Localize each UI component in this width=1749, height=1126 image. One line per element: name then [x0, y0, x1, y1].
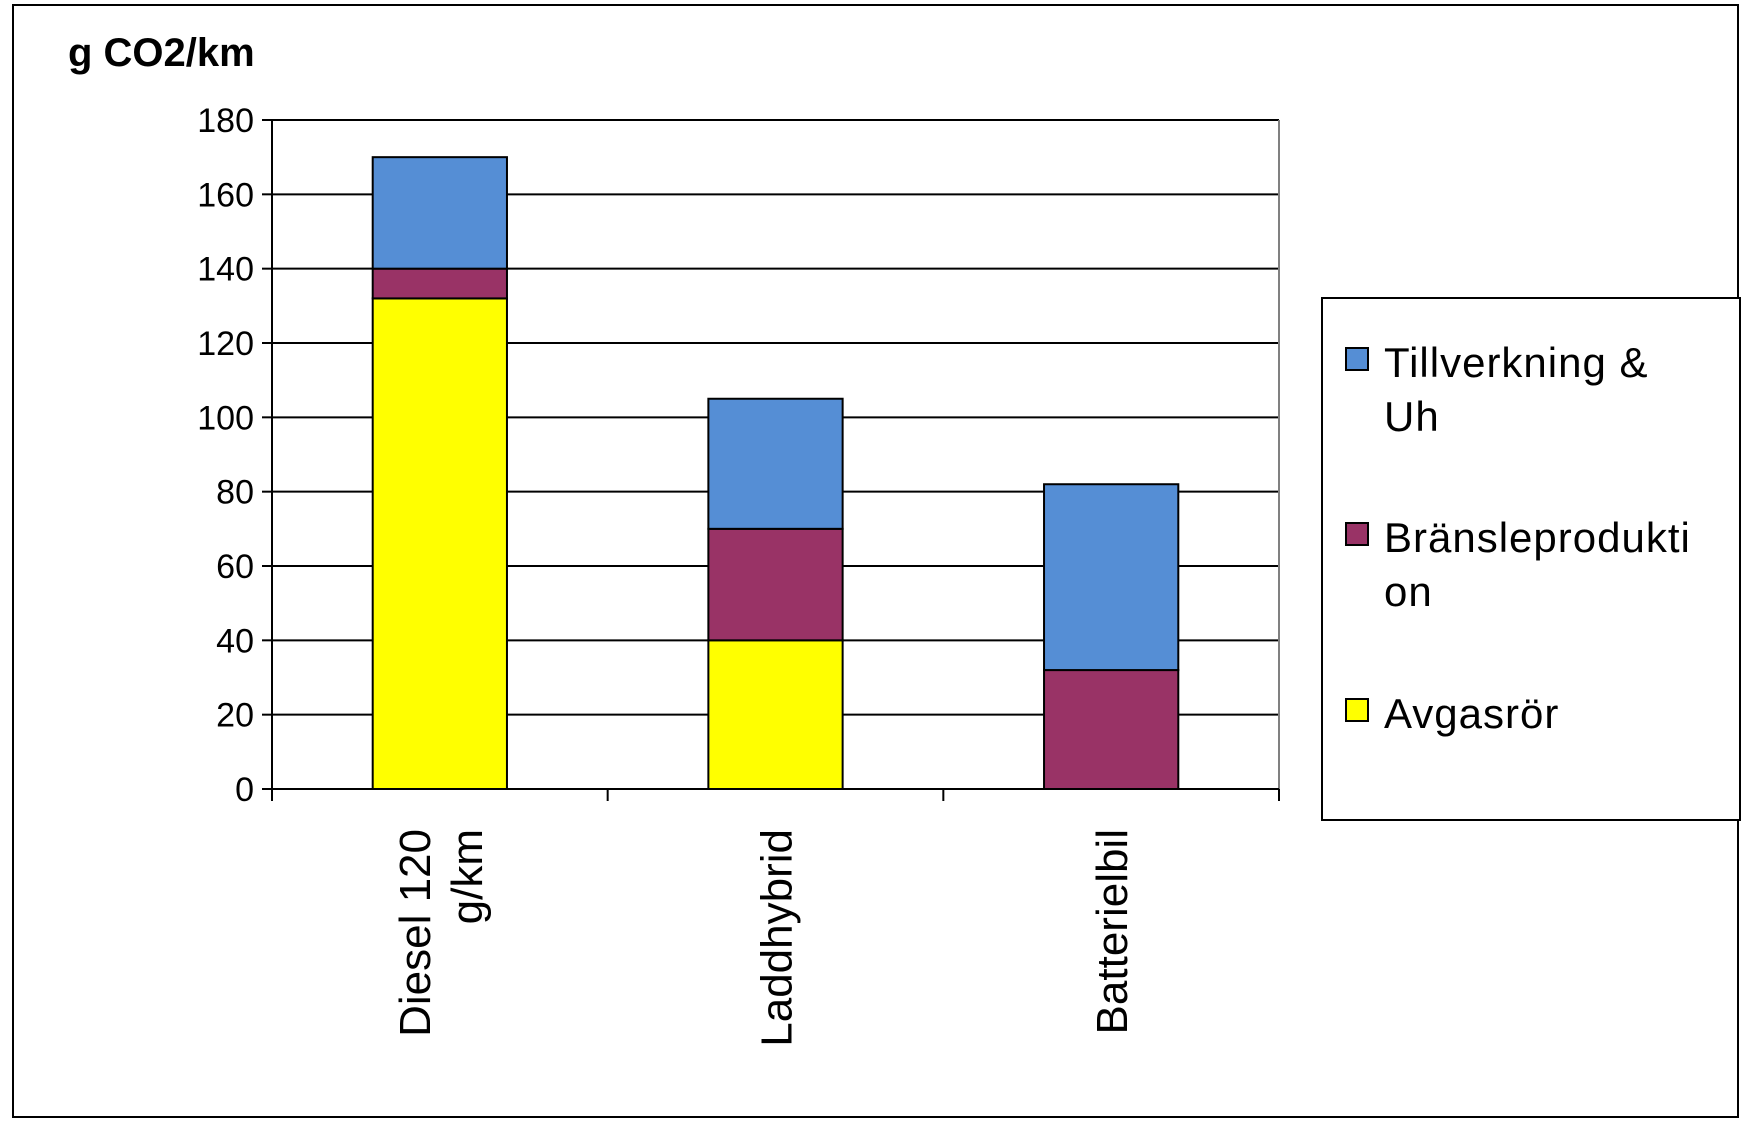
bar-segment [1043, 483, 1180, 672]
y-tick-label: 140 [197, 251, 254, 289]
bars [371, 156, 1180, 790]
y-tick-label: 0 [235, 771, 254, 809]
y-tick-label: 100 [197, 399, 254, 437]
x-category-label-line: Laddhybrid [753, 829, 802, 1047]
y-tick-label: 60 [216, 548, 254, 586]
bar-segment [707, 527, 844, 642]
x-category-label: Batterielbil [1088, 829, 1137, 1034]
bar-segment [371, 297, 508, 790]
y-tick-label: 80 [216, 474, 254, 512]
x-category-label-line: Diesel 120 [391, 829, 440, 1037]
legend-label: on [1384, 568, 1433, 615]
axes: 0 20 40 60 80 100 120 140 160 180 Diesel 120 g/km La… [197, 102, 1280, 1047]
legend-label: Bränsleprodukti [1384, 514, 1691, 561]
legend-entry: Avgasrör [1345, 690, 1559, 737]
y-tick-label: 160 [197, 176, 254, 214]
y-axis-title: g CO2/km [68, 31, 255, 75]
legend-entry: Tillverkning & Uh [1345, 339, 1649, 440]
y-tick-label: 180 [197, 102, 254, 140]
x-category-label: Laddhybrid [753, 829, 802, 1047]
legend-entry: Bränsleprodukti on [1345, 514, 1691, 615]
legend-swatch [1345, 522, 1369, 546]
legend-box [1321, 297, 1741, 821]
legend-label: Tillverkning & [1384, 339, 1649, 386]
legend-swatch [1345, 347, 1369, 371]
bar-segment [1043, 669, 1180, 790]
bar-segment [371, 156, 508, 270]
y-tick-label: 120 [197, 325, 254, 363]
legend: Tillverkning & Uh Bränsleprodukti on Avgasrö… [1321, 297, 1741, 821]
bar-segment [707, 639, 844, 790]
x-category-label: Diesel 120 g/km [391, 829, 492, 1037]
y-tick-label: 40 [216, 622, 254, 660]
legend-swatch [1345, 698, 1369, 722]
bar-segment [371, 267, 508, 300]
legend-label: Avgasrör [1384, 690, 1559, 737]
x-category-label-line: g/km [443, 829, 492, 924]
x-category-label-line: Batterielbil [1088, 829, 1137, 1034]
legend-label: Uh [1384, 393, 1440, 440]
bar-segment [707, 397, 844, 530]
y-tick-label: 20 [216, 697, 254, 735]
